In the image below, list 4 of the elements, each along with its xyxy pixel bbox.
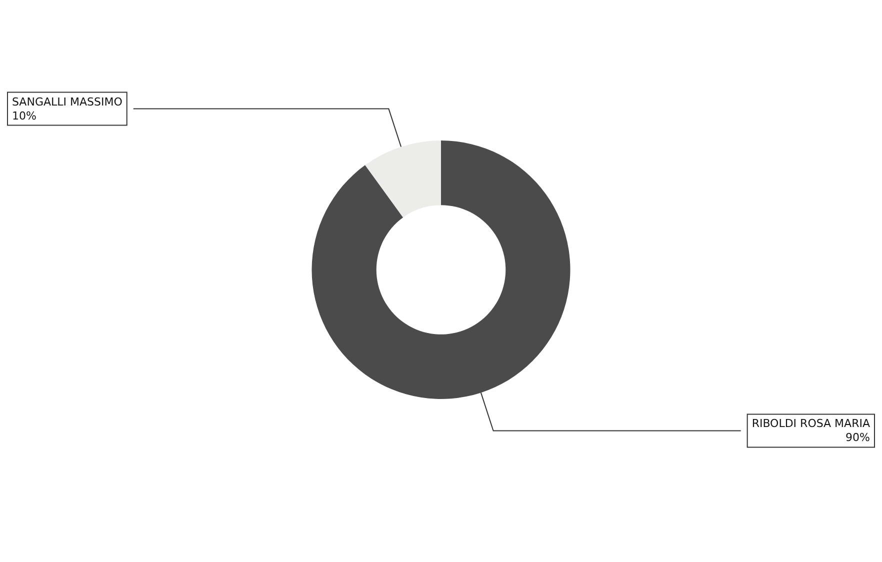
data-label: 10% (12, 109, 36, 122)
data-label: 90% (846, 431, 870, 444)
slice-label: RIBOLDI ROSA MARIA (752, 417, 870, 430)
slice-label: SANGALLI MASSIMO (12, 95, 123, 108)
